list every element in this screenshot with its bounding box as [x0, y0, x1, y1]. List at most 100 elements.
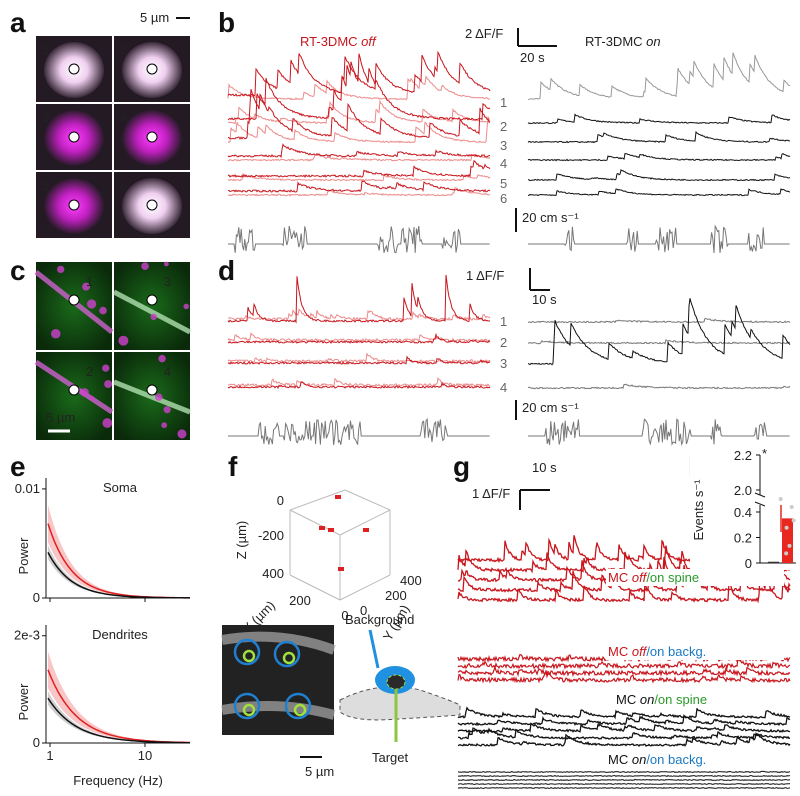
background-pointer: [368, 629, 380, 669]
trace: [457, 774, 791, 778]
speed-trace: [228, 417, 490, 446]
label-bg: [606, 751, 784, 768]
label-bg: [614, 691, 792, 708]
bar: [768, 561, 779, 563]
callout: Target: [372, 750, 409, 765]
spine: [80, 388, 89, 397]
cell-number: 6: [120, 178, 127, 193]
trace: [457, 713, 791, 727]
trace-label-part: MC: [608, 752, 632, 767]
roi-location: [338, 567, 344, 571]
roi-location: [319, 526, 325, 530]
row-number: 3: [500, 356, 507, 371]
trace: [227, 173, 491, 182]
data-point: [789, 504, 794, 509]
trace-label-part: off: [632, 644, 648, 659]
trace-label: MC on/on spine: [616, 692, 707, 707]
cartoon-dendrite: [339, 686, 461, 721]
panel-letter: a: [10, 7, 26, 38]
target-roi: [293, 703, 307, 717]
trace: [227, 377, 491, 388]
trace: [527, 383, 791, 390]
x-tick-label: 0: [341, 608, 348, 623]
y-tick-label: 0: [360, 603, 367, 618]
x-axis-label: Frequency (Hz): [73, 773, 163, 788]
trace: [527, 339, 790, 345]
trace-title-part: RT-3DMC: [300, 34, 361, 49]
plot-title: Dendrites: [92, 627, 148, 642]
spine: [158, 354, 166, 363]
trace: [527, 52, 791, 100]
axis-break: [754, 492, 766, 498]
callout: Background: [345, 612, 414, 627]
y-axis-label: Events s⁻¹: [691, 479, 706, 541]
roi: [68, 131, 80, 143]
trace-title-part: off: [361, 34, 377, 49]
trace: [227, 74, 491, 101]
y-tick-label: 0: [745, 556, 752, 571]
scale-label: 20 cm s⁻¹: [522, 210, 579, 225]
roi: [146, 63, 158, 75]
trace-label-part: /on backg.: [646, 644, 706, 659]
row-number: 4: [500, 380, 507, 395]
dendrite-image: [36, 262, 112, 350]
cell-number: 2: [86, 364, 93, 379]
axis-label: Z (µm): [234, 521, 249, 560]
spine: [82, 282, 91, 291]
spine: [118, 335, 129, 346]
roi-location: [328, 528, 334, 532]
roi: [68, 384, 80, 396]
plot-title: Soma: [103, 480, 138, 495]
significance: *: [762, 446, 767, 461]
y-tick-label: 2e-3: [14, 628, 40, 643]
roi: [68, 63, 80, 75]
trace-label: MC off/on backg.: [608, 644, 706, 659]
cell-number: 3: [42, 110, 49, 125]
trace: [227, 159, 491, 179]
trace: [227, 187, 490, 197]
roi-location: [335, 495, 341, 499]
scale-label: 1 ΔF/F: [472, 486, 510, 501]
spine: [150, 313, 157, 321]
cell-number: 2: [120, 42, 127, 57]
trace-label-part: MC: [616, 692, 640, 707]
axis-box: [289, 489, 346, 511]
trace-label-part: MC: [608, 644, 632, 659]
scale-label: 10 s: [532, 460, 557, 475]
roi: [146, 294, 158, 306]
target-roi: [242, 703, 256, 717]
trace-label: MC on/on backg.: [608, 752, 706, 767]
trace: [458, 782, 790, 785]
row-number: 3: [500, 138, 507, 153]
roi: [68, 294, 80, 306]
scale-label: 2 ΔF/F: [465, 26, 503, 41]
axis-box: [339, 509, 391, 536]
trace: [457, 562, 791, 594]
cell-number: 4: [120, 110, 127, 125]
trace: [227, 331, 491, 343]
y-tick-label: 0.01: [15, 481, 40, 496]
scale-label: 10 s: [532, 292, 557, 307]
x-tick-label: 10: [138, 748, 152, 763]
panel-letter: d: [218, 255, 235, 286]
power-curve: [47, 697, 190, 744]
label-bg: [606, 569, 784, 586]
trace: [457, 656, 791, 670]
trace: [227, 274, 490, 324]
axis-box: [339, 574, 391, 601]
trace: [457, 770, 791, 773]
data-point: [778, 497, 783, 502]
background-roi: [273, 640, 301, 668]
roi: [146, 199, 158, 211]
roi: [146, 131, 158, 143]
trace: [227, 352, 491, 364]
row-number: 1: [500, 95, 507, 110]
scale-label: 1 ΔF/F: [466, 268, 504, 283]
trace: [227, 180, 491, 193]
trace: [227, 50, 491, 97]
trace: [528, 169, 791, 182]
trace: [527, 113, 791, 125]
cartoon-spine: [386, 674, 406, 690]
panel-letter: e: [10, 451, 26, 482]
trace: [457, 731, 791, 747]
